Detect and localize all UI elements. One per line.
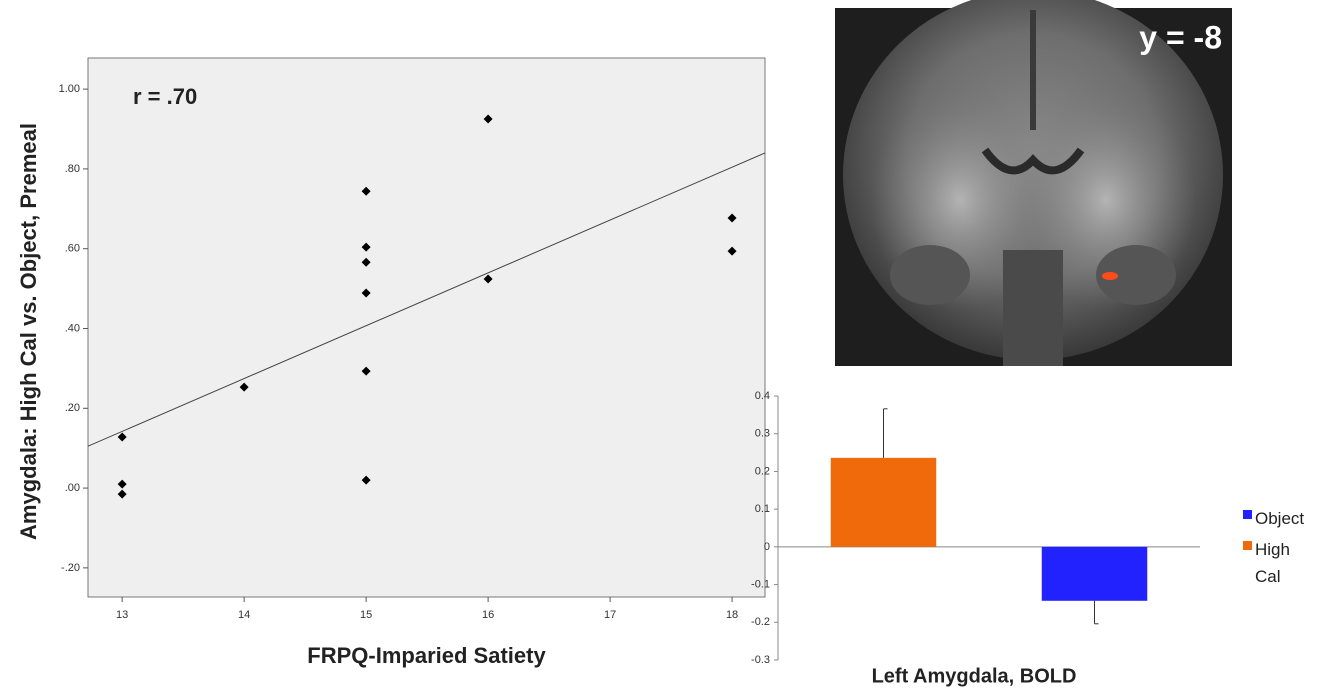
plot-area [88, 58, 765, 597]
annotation: r = .70 [133, 84, 197, 109]
y-tick-label: -0.2 [751, 616, 770, 628]
y-tick-label: 0.1 [755, 503, 770, 515]
legend-label: High Cal [1255, 536, 1315, 590]
y-tick-label: 0.3 [755, 428, 770, 440]
x-tick-label: 13 [116, 609, 128, 621]
x-axis-title: FRPQ-Imparied Satiety [307, 643, 546, 668]
brain-image: y = -8 [835, 0, 1232, 366]
y-tick-label: 1.00 [59, 83, 80, 95]
x-tick-label: 17 [604, 609, 616, 621]
legend-label: Object [1255, 505, 1315, 532]
y-tick-label: -0.3 [751, 654, 770, 666]
x-tick-label: 18 [726, 609, 738, 621]
y-tick-label: 0.4 [755, 390, 770, 402]
legend-swatch [1243, 541, 1252, 550]
y-tick-label: 0 [764, 541, 770, 553]
y-tick-label: .60 [65, 243, 80, 255]
x-axis-title: Left Amygdala, BOLD [872, 665, 1077, 687]
x-tick-label: 14 [238, 609, 250, 621]
y-tick-label: -.20 [61, 562, 80, 574]
y-tick-label: .20 [65, 402, 80, 414]
legend-item: Object [1243, 505, 1315, 532]
image-label: y = -8 [1139, 19, 1222, 55]
bar [831, 458, 937, 547]
y-tick-label: .00 [65, 482, 80, 494]
y-tick-label: -0.1 [751, 578, 770, 590]
legend-item: High Cal [1243, 536, 1315, 590]
figure: y = -8 1.00 .80 .60 .40 .20 .00 -.20 13 14 15 16 17… [0, 0, 1333, 692]
page: {"chart_data": [ {"type": "scatter", "an… [0, 0, 1333, 692]
legend-swatch [1243, 510, 1252, 519]
x-tick-label: 16 [482, 609, 494, 621]
y-axis-title: Amygdala: High Cal vs. Object, Premeal [16, 123, 41, 540]
legend: Object High Cal [1243, 505, 1315, 594]
y-tick-label: 0.2 [755, 465, 770, 477]
y-tick-label: .40 [65, 322, 80, 334]
bar [1042, 547, 1148, 601]
x-tick-label: 15 [360, 609, 372, 621]
y-tick-label: .80 [65, 163, 80, 175]
